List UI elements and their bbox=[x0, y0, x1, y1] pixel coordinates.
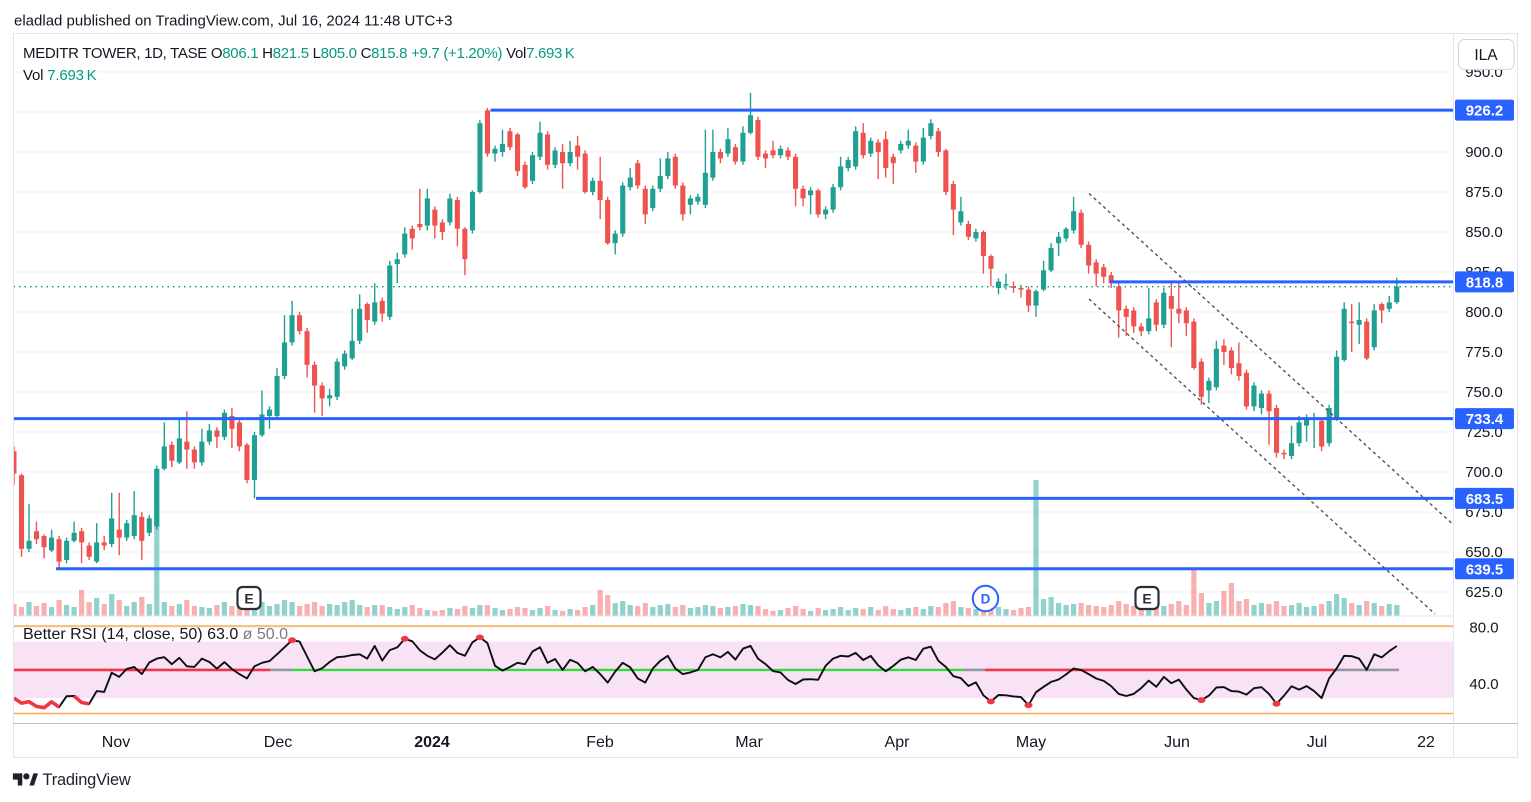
svg-text:ILA: ILA bbox=[1474, 47, 1498, 64]
svg-text:eladlad published on TradingVi: eladlad published on TradingView.com, Ju… bbox=[14, 13, 453, 30]
svg-text:Apr: Apr bbox=[885, 734, 911, 751]
svg-text:E: E bbox=[244, 591, 253, 607]
svg-text:650.0: 650.0 bbox=[1465, 544, 1503, 561]
svg-text:926.2: 926.2 bbox=[1466, 103, 1504, 120]
svg-text:22: 22 bbox=[1417, 734, 1435, 751]
svg-text:639.5: 639.5 bbox=[1466, 561, 1504, 578]
svg-text:625.0: 625.0 bbox=[1465, 584, 1503, 601]
svg-text:733.4: 733.4 bbox=[1466, 411, 1504, 428]
svg-text:Mar: Mar bbox=[735, 734, 763, 751]
svg-text:818.8: 818.8 bbox=[1466, 274, 1504, 291]
svg-text:May: May bbox=[1016, 734, 1046, 751]
svg-text:D: D bbox=[981, 592, 991, 607]
svg-text:Dec: Dec bbox=[264, 734, 292, 751]
svg-text:850.0: 850.0 bbox=[1465, 224, 1503, 241]
svg-text:40.0: 40.0 bbox=[1469, 676, 1498, 693]
svg-text:900.0: 900.0 bbox=[1465, 144, 1503, 161]
svg-text:Better RSI (14, close, 50) 63: Better RSI (14, close, 50) 63.0 ø 50.0 bbox=[23, 626, 288, 643]
svg-text:683.5: 683.5 bbox=[1466, 491, 1504, 508]
svg-text:Vol 7.693 K: Vol 7.693 K bbox=[23, 67, 97, 84]
svg-text:700.0: 700.0 bbox=[1465, 464, 1503, 481]
svg-text:Nov: Nov bbox=[102, 734, 130, 751]
svg-text:TradingView: TradingView bbox=[43, 771, 131, 789]
svg-text:2024: 2024 bbox=[414, 734, 450, 751]
svg-text:E: E bbox=[1142, 591, 1151, 607]
svg-text:775.0: 775.0 bbox=[1465, 344, 1503, 361]
svg-text:Jun: Jun bbox=[1164, 734, 1190, 751]
svg-text:875.0: 875.0 bbox=[1465, 184, 1503, 201]
svg-text:Feb: Feb bbox=[586, 734, 614, 751]
svg-text:MEDITR TOWER, 1D, TASE O806.1: MEDITR TOWER, 1D, TASE O806.1 H821.5 L80… bbox=[23, 45, 575, 62]
svg-text:80.0: 80.0 bbox=[1469, 620, 1498, 637]
svg-text:800.0: 800.0 bbox=[1465, 304, 1503, 321]
svg-text:750.0: 750.0 bbox=[1465, 384, 1503, 401]
svg-text:Jul: Jul bbox=[1307, 734, 1327, 751]
